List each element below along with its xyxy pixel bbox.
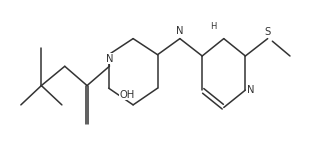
Text: OH: OH xyxy=(120,90,135,100)
Text: N: N xyxy=(105,54,113,64)
Text: N: N xyxy=(247,85,254,95)
Text: N: N xyxy=(176,26,184,36)
Text: H: H xyxy=(211,22,217,31)
Text: S: S xyxy=(264,27,271,37)
